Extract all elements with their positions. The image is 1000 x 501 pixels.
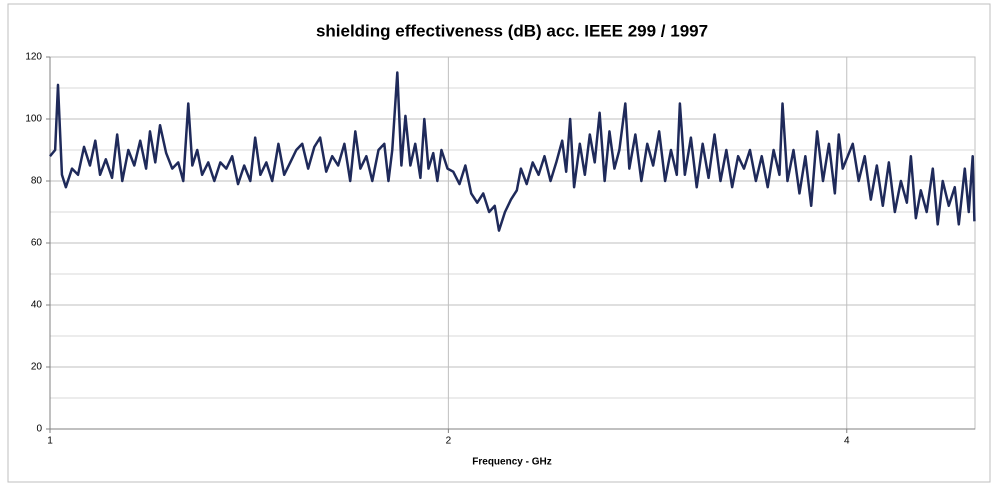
y-tick-label: 0 [36, 424, 42, 435]
y-tick-label: 20 [31, 362, 43, 373]
data-line [49, 71, 976, 232]
y-tick-label: 120 [25, 52, 42, 63]
y-tick-label: 100 [25, 114, 42, 125]
x-tick-label: 2 [446, 436, 452, 447]
chart-title: shielding effectiveness (dB) acc. IEEE 2… [316, 21, 708, 40]
y-tick-label: 80 [31, 176, 43, 187]
x-axis-label: Frequency - GHz [472, 457, 551, 468]
x-tick-label: 4 [844, 436, 850, 447]
x-tick-label: 1 [47, 436, 53, 447]
y-tick-label: 40 [31, 300, 43, 311]
y-tick-label: 60 [31, 238, 43, 249]
